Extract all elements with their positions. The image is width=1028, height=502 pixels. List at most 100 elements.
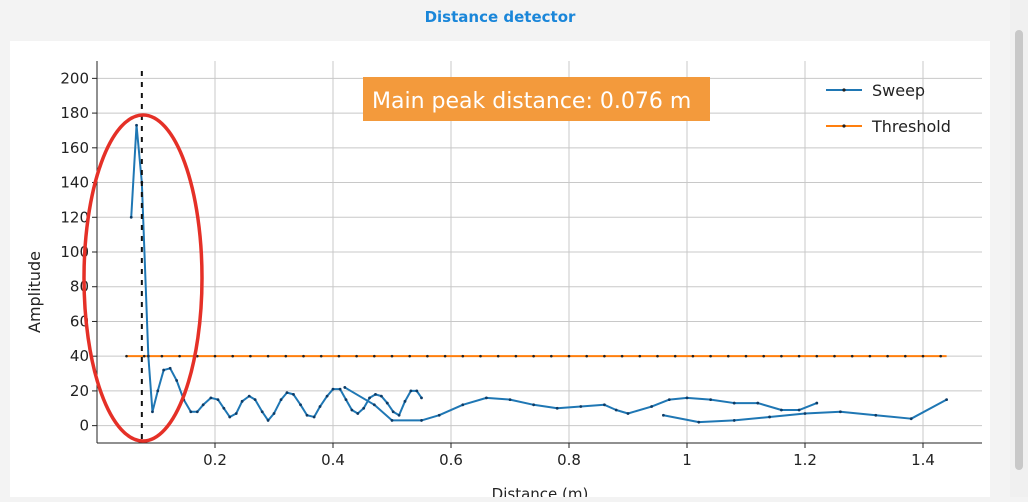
sweep-point bbox=[461, 403, 465, 407]
y-tick-label: 180 bbox=[60, 104, 89, 122]
sweep-point bbox=[397, 413, 401, 417]
sweep-point bbox=[343, 386, 347, 389]
sweep-point bbox=[732, 401, 736, 405]
sweep-point bbox=[156, 389, 160, 393]
sweep-point bbox=[768, 415, 771, 419]
threshold-point bbox=[921, 354, 925, 358]
sweep-point bbox=[409, 389, 413, 393]
sweep-point bbox=[216, 398, 220, 401]
sweep-point bbox=[292, 392, 295, 396]
header-bar: Distance detector bbox=[0, 0, 1028, 38]
scrollbar-thumb[interactable] bbox=[1015, 30, 1023, 470]
sweep-point bbox=[135, 123, 138, 127]
y-tick-label: 200 bbox=[60, 69, 89, 87]
sweep-point bbox=[240, 399, 244, 403]
sweep-point bbox=[299, 403, 302, 407]
y-tick-label: 140 bbox=[60, 174, 89, 192]
sweep-point bbox=[603, 403, 606, 407]
x-tick-label: 1.4 bbox=[911, 451, 935, 469]
sweep-point bbox=[228, 415, 232, 419]
sweep-point bbox=[146, 354, 150, 358]
sweep-point bbox=[175, 379, 179, 382]
threshold-point bbox=[585, 354, 588, 358]
threshold-point bbox=[284, 354, 288, 358]
vertical-scrollbar[interactable] bbox=[1010, 0, 1028, 497]
threshold-point bbox=[656, 354, 659, 358]
sweep-point bbox=[709, 398, 712, 401]
threshold-point bbox=[727, 354, 730, 358]
threshold-point bbox=[408, 354, 412, 358]
sweep-point bbox=[356, 412, 360, 415]
sweep-point bbox=[420, 419, 423, 422]
threshold-point bbox=[355, 354, 358, 358]
threshold-point bbox=[302, 354, 305, 358]
threshold-point bbox=[213, 354, 217, 358]
sweep-point bbox=[195, 410, 199, 414]
y-tick-label: 160 bbox=[60, 139, 89, 157]
sweep-point bbox=[379, 394, 383, 398]
sweep-point bbox=[374, 392, 377, 396]
sweep-point bbox=[626, 412, 630, 415]
sweep-point bbox=[390, 419, 394, 422]
threshold-point bbox=[567, 354, 571, 358]
threshold-point bbox=[461, 354, 465, 358]
sweep-point bbox=[209, 396, 213, 400]
sweep-point bbox=[305, 413, 309, 417]
sweep-point bbox=[129, 215, 133, 219]
sweep-point bbox=[874, 413, 878, 417]
sweep-point bbox=[839, 410, 842, 414]
chart-title: Distance detector bbox=[424, 8, 576, 26]
sweep-point bbox=[350, 408, 354, 412]
sweep-point bbox=[614, 408, 618, 412]
sweep-point bbox=[279, 398, 283, 401]
sweep-point bbox=[272, 412, 276, 415]
sweep-point bbox=[420, 396, 423, 400]
sweep-point bbox=[253, 398, 257, 401]
y-tick-label: 0 bbox=[79, 417, 89, 435]
sweep-point bbox=[285, 391, 289, 395]
threshold-point bbox=[373, 354, 376, 358]
x-tick-label: 0.2 bbox=[203, 451, 227, 469]
sweep-point bbox=[437, 413, 441, 417]
sweep-point bbox=[260, 410, 264, 414]
legend-marker bbox=[842, 124, 846, 128]
sweep-point bbox=[312, 415, 316, 419]
legend-label: Sweep bbox=[872, 81, 925, 100]
sweep-point bbox=[151, 410, 154, 414]
sweep-point bbox=[385, 401, 389, 405]
sweep-point bbox=[201, 403, 205, 407]
sweep-point bbox=[555, 406, 559, 410]
sweep-point bbox=[697, 420, 701, 424]
y-tick-label: 20 bbox=[70, 382, 89, 400]
sweep-point bbox=[650, 405, 653, 408]
sweep-point bbox=[344, 398, 348, 401]
threshold-point bbox=[673, 354, 677, 358]
sweep-point bbox=[338, 387, 342, 391]
plot-panel: 0.2 0.4 0.6 0.8 1 1.2 1.4 0 20 40 60 80 100 120 140 160… bbox=[10, 41, 990, 502]
y-tick-label: 80 bbox=[70, 278, 89, 296]
sweep-point bbox=[168, 366, 172, 370]
sweep-point bbox=[222, 406, 226, 410]
sweep-point bbox=[579, 405, 583, 408]
sweep-point bbox=[403, 399, 407, 403]
threshold-point bbox=[709, 354, 712, 358]
sweep-point bbox=[372, 403, 376, 407]
x-tick-label: 0.8 bbox=[557, 451, 581, 469]
sweep-point bbox=[266, 419, 270, 422]
sweep-point bbox=[756, 401, 760, 405]
threshold-point bbox=[833, 354, 836, 358]
threshold-point bbox=[142, 354, 146, 358]
threshold-point bbox=[886, 354, 889, 358]
sweep-point bbox=[685, 396, 689, 400]
sweep-point bbox=[815, 401, 819, 405]
threshold-point bbox=[904, 354, 907, 358]
legend-label: Threshold bbox=[871, 117, 951, 136]
legend-marker bbox=[842, 88, 846, 92]
x-tick-label: 0.6 bbox=[439, 451, 463, 469]
sweep-point bbox=[391, 410, 395, 414]
sweep-point bbox=[508, 398, 512, 401]
threshold-point bbox=[691, 354, 695, 358]
sweep-point bbox=[162, 368, 166, 372]
sweep-point bbox=[667, 398, 671, 401]
sweep-point bbox=[331, 387, 335, 391]
